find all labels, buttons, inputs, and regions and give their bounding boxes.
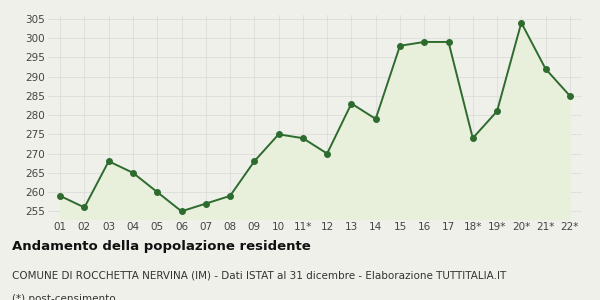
Point — [104, 159, 113, 164]
Point — [152, 190, 162, 194]
Point — [80, 205, 89, 210]
Point — [517, 20, 526, 25]
Point — [298, 136, 308, 141]
Point — [371, 116, 380, 121]
Point — [201, 201, 211, 206]
Point — [395, 44, 405, 48]
Point — [55, 194, 65, 198]
Point — [419, 40, 429, 44]
Point — [565, 93, 575, 98]
Point — [322, 151, 332, 156]
Point — [274, 132, 283, 137]
Point — [492, 109, 502, 114]
Point — [128, 170, 138, 175]
Point — [225, 194, 235, 198]
Text: Andamento della popolazione residente: Andamento della popolazione residente — [12, 240, 311, 253]
Point — [177, 209, 187, 214]
Text: (*) post-censimento: (*) post-censimento — [12, 294, 116, 300]
Point — [541, 67, 550, 71]
Point — [468, 136, 478, 141]
Point — [444, 40, 454, 44]
Point — [250, 159, 259, 164]
Point — [347, 101, 356, 106]
Text: COMUNE DI ROCCHETTA NERVINA (IM) - Dati ISTAT al 31 dicembre - Elaborazione TUTT: COMUNE DI ROCCHETTA NERVINA (IM) - Dati … — [12, 270, 506, 280]
